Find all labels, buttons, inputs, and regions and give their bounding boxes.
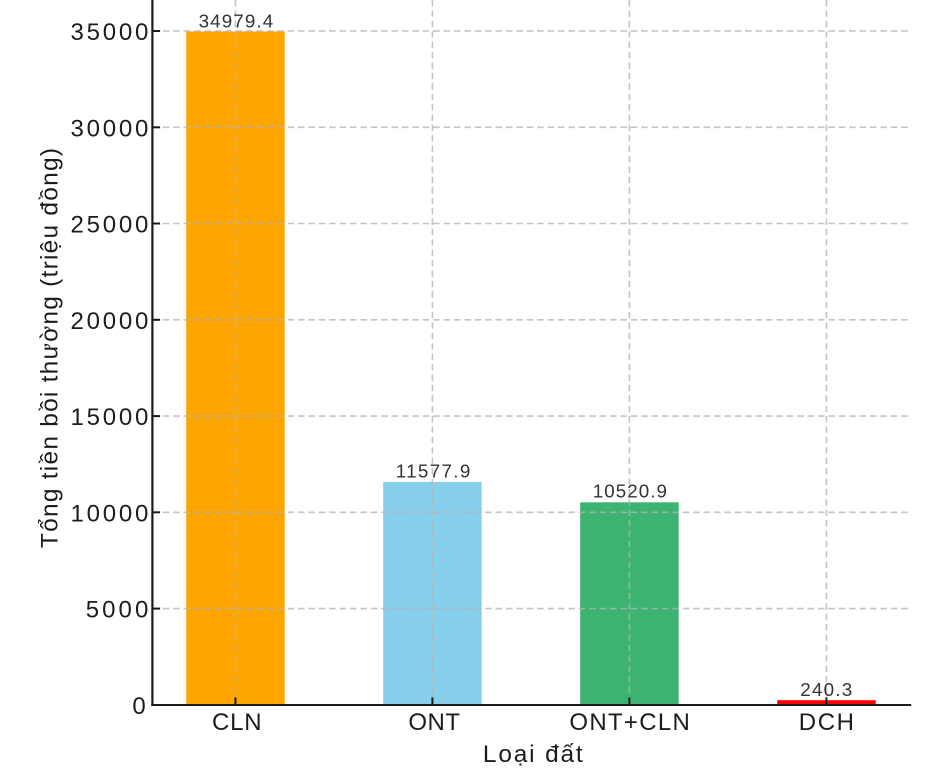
svg-text:Tổng tiền bồi thường (triệu đồ: Tổng tiền bồi thường (triệu đồng) xyxy=(37,148,64,548)
svg-text:25000: 25000 xyxy=(71,212,149,239)
svg-text:34979.4: 34979.4 xyxy=(199,11,274,32)
svg-text:30000: 30000 xyxy=(71,115,149,142)
svg-text:11577.9: 11577.9 xyxy=(396,461,471,482)
svg-text:ONT: ONT xyxy=(408,709,460,736)
svg-text:DCH: DCH xyxy=(799,709,854,736)
svg-text:240.3: 240.3 xyxy=(800,679,852,700)
svg-text:10520.9: 10520.9 xyxy=(593,481,667,502)
svg-text:35000: 35000 xyxy=(71,19,149,46)
svg-text:10000: 10000 xyxy=(71,500,149,527)
svg-text:20000: 20000 xyxy=(71,308,149,335)
svg-text:0: 0 xyxy=(132,693,145,720)
svg-text:ONT+CLN: ONT+CLN xyxy=(569,709,689,736)
svg-text:CLN: CLN xyxy=(212,709,262,736)
svg-text:Loại đất: Loại đất xyxy=(483,741,583,768)
svg-text:15000: 15000 xyxy=(71,404,149,431)
